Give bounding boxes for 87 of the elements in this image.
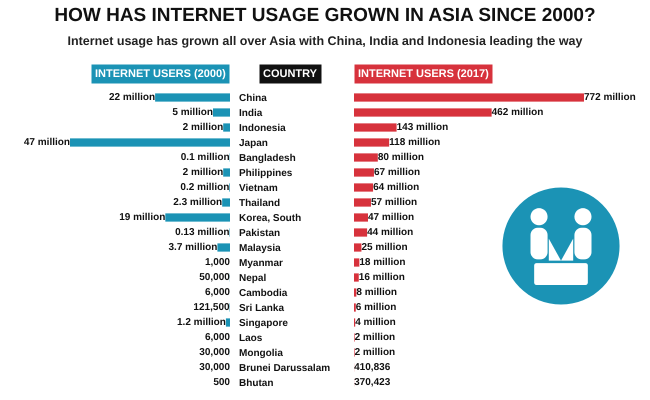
data-label: 22 million	[108, 92, 156, 103]
data-label: 25 million	[361, 242, 408, 253]
y-tick-label: Japan	[239, 138, 268, 149]
bar	[354, 168, 374, 177]
data-label: 0.1 million	[180, 152, 230, 163]
y-tick-label: Nepal	[239, 273, 266, 284]
y-tick-label: Cambodia	[239, 288, 288, 299]
y-tick-label: Korea, South	[239, 213, 302, 224]
y-tick-label: Vietnam	[239, 183, 278, 194]
data-label: 0.13 million	[175, 227, 230, 238]
y-tick-label: Bhutan	[239, 378, 274, 389]
y-tick-label: Mongolia	[239, 348, 284, 359]
data-label: 50,000	[199, 272, 230, 283]
text: Internet usage has grown all over Asia with China, India and Indonesia leading the way	[66, 33, 584, 50]
bar	[354, 108, 492, 117]
data-label: 18 million	[359, 257, 406, 268]
data-label: 47 million	[368, 212, 414, 223]
bar	[223, 123, 230, 132]
data-label: 2 million	[354, 332, 396, 343]
bar	[217, 243, 230, 252]
y-axis-title: COUNTRY	[263, 68, 318, 80]
bar	[354, 213, 368, 222]
bar	[223, 168, 230, 177]
data-label: 410,836	[354, 362, 391, 373]
y-tick-label: Malaysia	[239, 243, 282, 254]
data-label: 2.3 million	[173, 197, 222, 208]
data-label: 6,000	[204, 287, 230, 298]
bar	[354, 258, 360, 267]
data-label: 500	[213, 377, 230, 388]
bar	[165, 213, 230, 222]
data-label: 30,000	[199, 347, 230, 358]
data-label: 6 million	[356, 302, 396, 313]
bar	[354, 273, 359, 282]
data-label: 118 million	[389, 137, 440, 148]
data-label: 370,423	[354, 377, 391, 388]
data-label: 80 million	[378, 152, 424, 163]
y-tick-label: Laos	[239, 333, 263, 344]
y-tick-label: Philippines	[239, 168, 293, 179]
data-label: 2 million	[354, 347, 396, 358]
data-label: 64 million	[373, 182, 420, 193]
series-label: INTERNET USERS (2017)	[358, 68, 490, 80]
y-tick-label: Myanmar	[239, 258, 284, 269]
bar	[354, 93, 584, 102]
bar	[212, 108, 230, 117]
data-label: 2 million	[182, 122, 224, 133]
data-label: 19 million	[119, 212, 166, 223]
bar	[354, 123, 397, 132]
y-tick-label: Brunei Darussalam	[239, 363, 330, 374]
data-label: 1.2 million	[177, 317, 226, 328]
y-tick-label: Sri Lanka	[239, 303, 284, 314]
series-label: INTERNET USERS (2000)	[95, 68, 226, 80]
bar	[226, 318, 230, 327]
y-tick-label: India	[239, 108, 263, 119]
data-label: 1,000	[204, 257, 230, 268]
data-label: 121,500	[193, 302, 230, 313]
y-tick-label: Singapore	[239, 318, 288, 329]
data-label: 57 million	[370, 197, 418, 208]
data-label: 8 million	[356, 287, 397, 298]
bar	[354, 183, 374, 192]
bar	[354, 138, 390, 147]
data-label: 462 million	[492, 107, 544, 118]
bar	[354, 153, 378, 162]
bar	[354, 243, 362, 252]
data-label: 0.2 million	[180, 182, 230, 193]
data-label: 30,000	[199, 362, 230, 373]
data-label: 3.7 million	[168, 242, 218, 253]
data-label: 5 million	[172, 107, 213, 118]
data-label: 44 million	[367, 227, 414, 238]
bar	[354, 228, 368, 237]
y-tick-label: Thailand	[239, 198, 280, 209]
data-label: 2 million	[182, 167, 224, 178]
y-tick-label: Indonesia	[239, 123, 286, 134]
y-tick-label: China	[239, 93, 268, 104]
y-tick-label: Bangladesh	[239, 153, 296, 164]
data-label: 4 million	[355, 317, 396, 328]
data-label: 772 million	[584, 92, 636, 103]
bar	[70, 138, 230, 147]
bar	[155, 93, 230, 102]
text: HOW HAS INTERNET USAGE GROWN IN ASIA SINCE 2000?	[53, 4, 597, 28]
data-label: 143 million	[396, 122, 448, 133]
data-label: 6,000	[204, 332, 230, 343]
bar	[354, 198, 371, 207]
data-label: 67 million	[374, 167, 420, 178]
bar	[222, 198, 230, 207]
y-tick-label: Pakistan	[239, 228, 280, 239]
data-label: 16 million	[358, 272, 405, 283]
data-label: 47 million	[24, 137, 70, 148]
